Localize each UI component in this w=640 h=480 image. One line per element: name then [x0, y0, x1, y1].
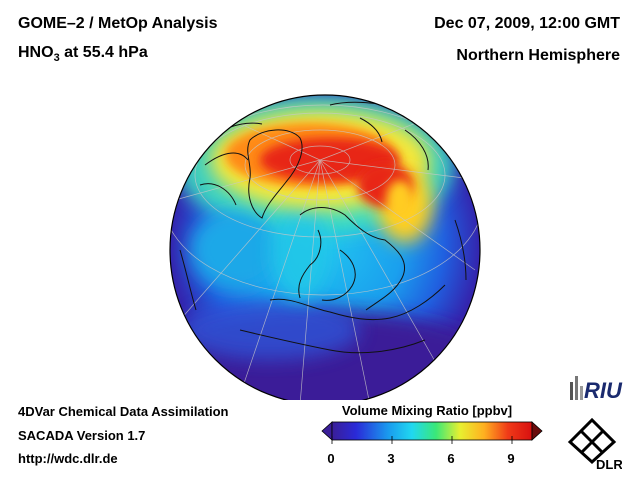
map-subtitle: HNO3 at 55.4 hPa: [18, 44, 148, 64]
region-label: Northern Hemisphere: [456, 47, 620, 64]
colorbar-tick-0: 0: [327, 451, 335, 466]
colorbar-tick-3: 3: [387, 451, 395, 466]
dlr-logo-text: DLR: [596, 457, 622, 470]
colorbar-min-arrow: [321, 421, 333, 441]
riu-logo: RIU: [570, 376, 623, 403]
colorbar-tick-6: 6: [447, 451, 455, 466]
species-subscript: 3: [53, 52, 60, 65]
pressure-level: at 55.4 hPa: [59, 44, 148, 61]
riu-logo-text: RIU: [584, 378, 623, 403]
version-label: SACADA Version 1.7: [18, 428, 146, 443]
url-link[interactable]: http://wdc.dlr.de: [18, 451, 118, 466]
colorbar: [321, 421, 543, 444]
method-label: 4DVar Chemical Data Assimilation: [18, 404, 229, 419]
graticule: [170, 104, 480, 400]
colorbar-tick-9: 9: [507, 451, 515, 466]
dlr-logo: DLR: [567, 417, 622, 470]
colorbar-gradient: [331, 421, 533, 441]
colorbar-title: Volume Mixing Ratio [ppbv]: [341, 403, 513, 418]
species-name: HNO: [18, 44, 54, 61]
colorbar-max-arrow: [531, 421, 543, 441]
globe-outline: [169, 94, 481, 400]
map-title: GOME–2 / MetOp Analysis: [18, 15, 218, 32]
globe-map: [169, 94, 481, 400]
analysis-datetime: Dec 07, 2009, 12:00 GMT: [434, 15, 620, 32]
